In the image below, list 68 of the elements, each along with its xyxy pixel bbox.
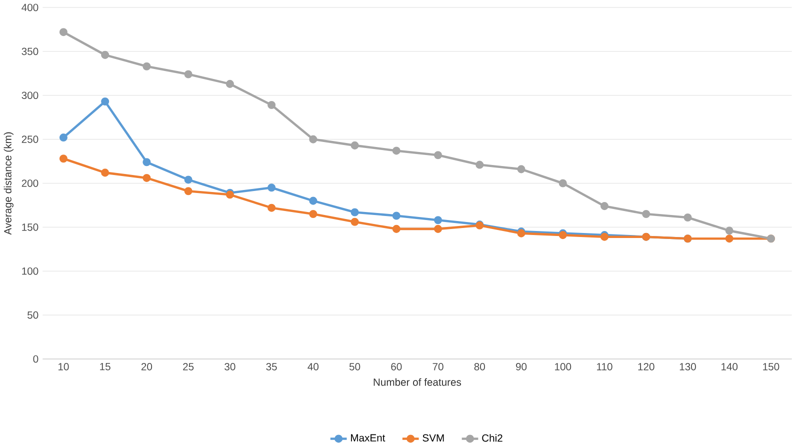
point xyxy=(309,196,318,205)
x-tick-label: 80 xyxy=(474,363,485,370)
x-tick-label: 35 xyxy=(266,363,277,370)
y-tick-label: 100 xyxy=(22,267,38,275)
point xyxy=(476,160,484,169)
legend-label: SVM xyxy=(422,434,444,442)
point xyxy=(59,134,68,142)
point xyxy=(517,165,526,174)
x-tick-label: 100 xyxy=(555,363,572,370)
point xyxy=(268,184,276,192)
point xyxy=(101,98,110,106)
point xyxy=(184,70,192,78)
point xyxy=(392,212,400,220)
x-tick-label: 150 xyxy=(763,363,780,370)
x-tick-label: 25 xyxy=(183,363,194,370)
x-tick-label: 120 xyxy=(638,363,654,370)
y-tick-label: 50 xyxy=(28,311,38,319)
point xyxy=(725,226,734,235)
x-tick-label: 60 xyxy=(391,363,402,370)
x-tick-label: 20 xyxy=(141,363,152,370)
point xyxy=(184,176,192,184)
point xyxy=(434,224,442,233)
x-tick-label: 10 xyxy=(58,363,69,370)
legend-label: Chi2 xyxy=(482,434,502,442)
y-tick-label: 250 xyxy=(22,136,38,144)
y-tick-label: 400 xyxy=(22,4,38,12)
point xyxy=(600,202,609,210)
point xyxy=(309,210,318,218)
x-tick-label: 15 xyxy=(100,363,110,370)
x-tick-label: 70 xyxy=(432,363,444,370)
y-tick-label: 350 xyxy=(22,48,38,56)
point xyxy=(142,158,151,166)
x-tick-label: 50 xyxy=(349,363,360,370)
legend-label: MaxEnt xyxy=(351,434,386,442)
point xyxy=(101,168,110,177)
point xyxy=(350,208,359,216)
y-axis-title: Average distance (km) xyxy=(4,132,14,235)
point xyxy=(684,214,692,222)
point xyxy=(350,141,359,150)
point xyxy=(59,154,68,163)
point xyxy=(725,234,734,243)
point xyxy=(392,146,400,155)
x-tick-label: 110 xyxy=(597,363,612,370)
point xyxy=(558,179,567,188)
x-tick-label: 40 xyxy=(308,363,319,370)
point xyxy=(226,80,234,88)
point xyxy=(642,210,650,218)
point xyxy=(268,204,276,212)
point xyxy=(268,101,276,110)
point xyxy=(434,151,442,160)
point xyxy=(350,218,359,226)
point xyxy=(59,28,68,36)
x-tick-label: 140 xyxy=(722,363,738,370)
point xyxy=(101,50,110,59)
y-tick-label: 0 xyxy=(33,355,38,363)
point xyxy=(434,216,442,224)
point xyxy=(392,224,400,233)
point xyxy=(184,187,192,196)
y-tick-label: 200 xyxy=(22,180,38,187)
point xyxy=(142,174,151,182)
y-tick-label: 300 xyxy=(22,92,38,100)
y-tick-label: 150 xyxy=(22,224,38,231)
x-tick-label: 30 xyxy=(224,363,236,370)
point xyxy=(309,135,318,144)
x-tick-label: 130 xyxy=(680,363,696,370)
point xyxy=(142,62,151,70)
x-axis-title: Number of features xyxy=(374,378,462,386)
x-tick-label: 90 xyxy=(516,363,527,370)
